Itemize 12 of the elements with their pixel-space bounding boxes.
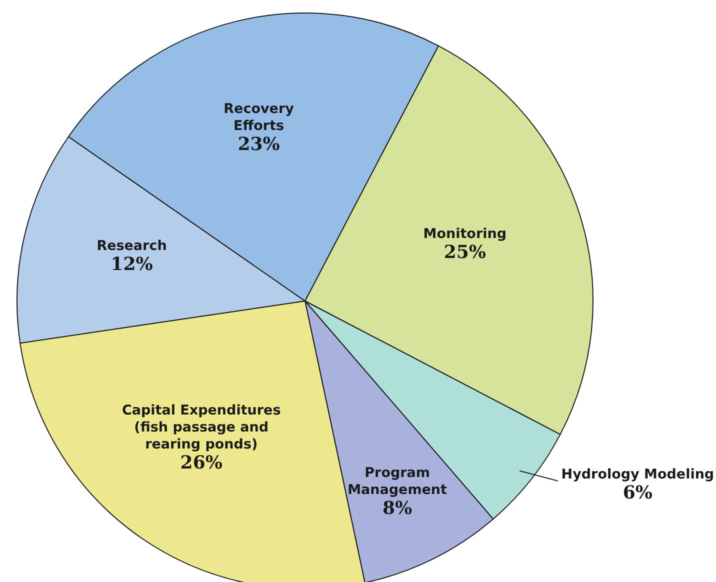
data-label: 26% <box>180 452 222 474</box>
data-label: 25% <box>444 242 486 263</box>
slice-label: Recovery Efforts <box>224 101 294 134</box>
slice-label: Monitoring <box>423 226 507 242</box>
data-label: 12% <box>110 254 153 276</box>
data-label: 6% <box>622 482 653 504</box>
data-label: 8% <box>382 498 412 520</box>
slice-label: Capital Expenditures (fish passage and rearing ponds) <box>122 402 281 452</box>
slice-label: Research <box>96 238 167 254</box>
slice-label: Program Management <box>348 465 448 498</box>
data-label: 23% <box>238 134 280 156</box>
slice-label: Hydrology Modeling <box>561 466 714 482</box>
